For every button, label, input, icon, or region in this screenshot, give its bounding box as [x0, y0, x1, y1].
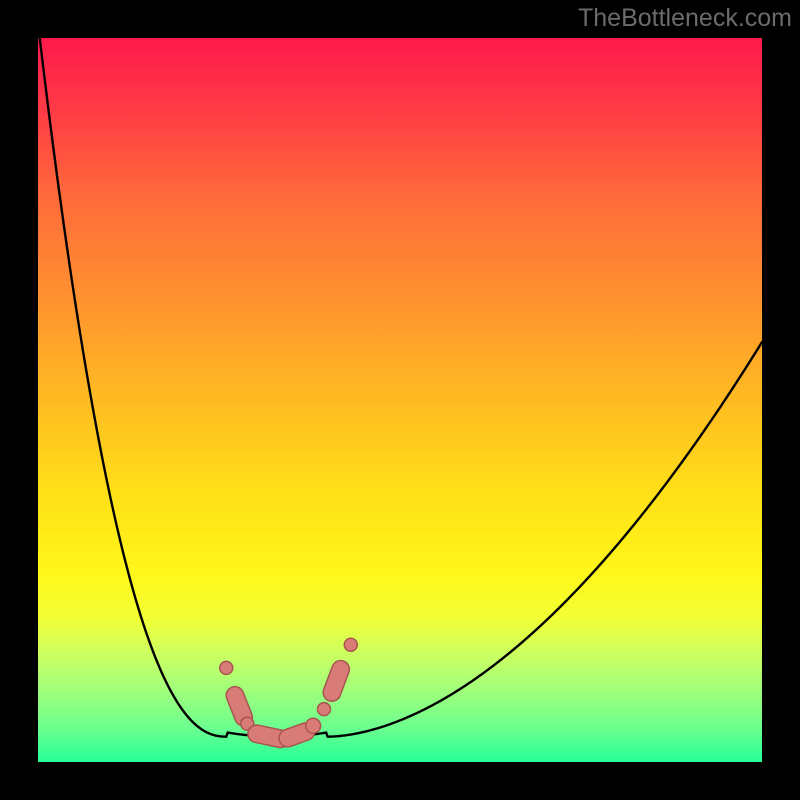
watermark: TheBottleneck.com: [578, 4, 792, 33]
marker-dot: [317, 703, 330, 716]
v-curve: [38, 38, 762, 737]
marker-dot: [220, 661, 233, 674]
marker-capsule: [332, 669, 341, 692]
marker-capsule: [257, 734, 281, 739]
plot-area: [38, 38, 762, 762]
markers: [220, 638, 358, 739]
marker-capsule: [235, 695, 244, 717]
marker-capsule: [288, 732, 306, 739]
curve-layer: [38, 38, 762, 762]
marker-dot: [344, 638, 357, 651]
chart-stage: TheBottleneck.com: [0, 0, 800, 800]
marker-dot: [306, 718, 321, 733]
